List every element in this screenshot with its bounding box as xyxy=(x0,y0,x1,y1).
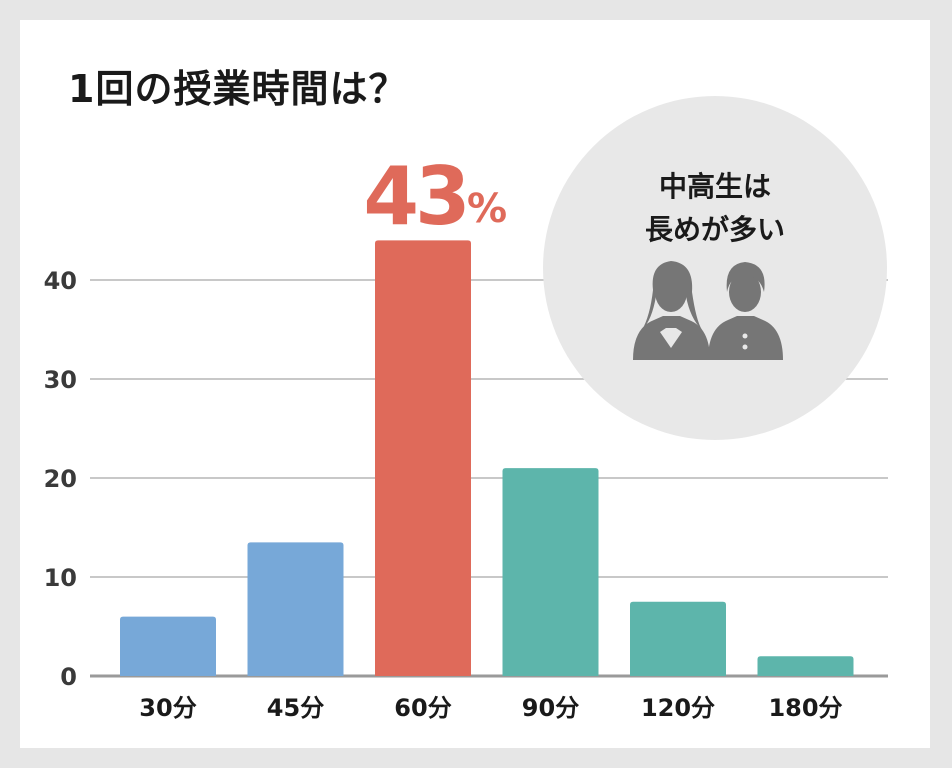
callout-bubble: 中高生は 長めが多い xyxy=(543,96,887,440)
male-student-icon xyxy=(708,262,783,360)
highlight-unit: % xyxy=(467,186,507,232)
y-tick-label: 10 xyxy=(44,564,77,592)
y-tick-label: 20 xyxy=(44,465,77,493)
x-tick-label: 45分 xyxy=(267,694,324,722)
chart-title: 1回の授業時間は？ xyxy=(68,67,408,111)
bubble-line-1: 中高生は xyxy=(659,170,771,203)
bar xyxy=(375,240,471,676)
y-tick-label: 0 xyxy=(60,663,77,691)
x-axis-ticks: 30分 45分 60分 90分 120分 180分 xyxy=(139,694,842,722)
bars xyxy=(120,240,854,676)
x-tick-label: 30分 xyxy=(139,694,196,722)
bar xyxy=(502,468,599,676)
x-tick-label: 90分 xyxy=(522,694,579,722)
female-student-icon xyxy=(633,261,710,360)
bar xyxy=(120,616,216,676)
bar xyxy=(630,601,726,676)
bubble-circle xyxy=(543,96,887,440)
x-tick-label: 120分 xyxy=(641,694,715,722)
bar xyxy=(247,542,344,676)
highlight-value: 43 xyxy=(363,150,466,243)
bubble-line-2: 長めが多い xyxy=(645,213,785,246)
y-axis-ticks: 0 10 20 30 40 xyxy=(44,267,77,691)
bar xyxy=(757,656,854,676)
x-tick-label: 180分 xyxy=(768,694,842,722)
y-tick-label: 40 xyxy=(44,267,77,295)
y-tick-label: 30 xyxy=(44,366,77,394)
x-tick-label: 60分 xyxy=(394,694,451,722)
